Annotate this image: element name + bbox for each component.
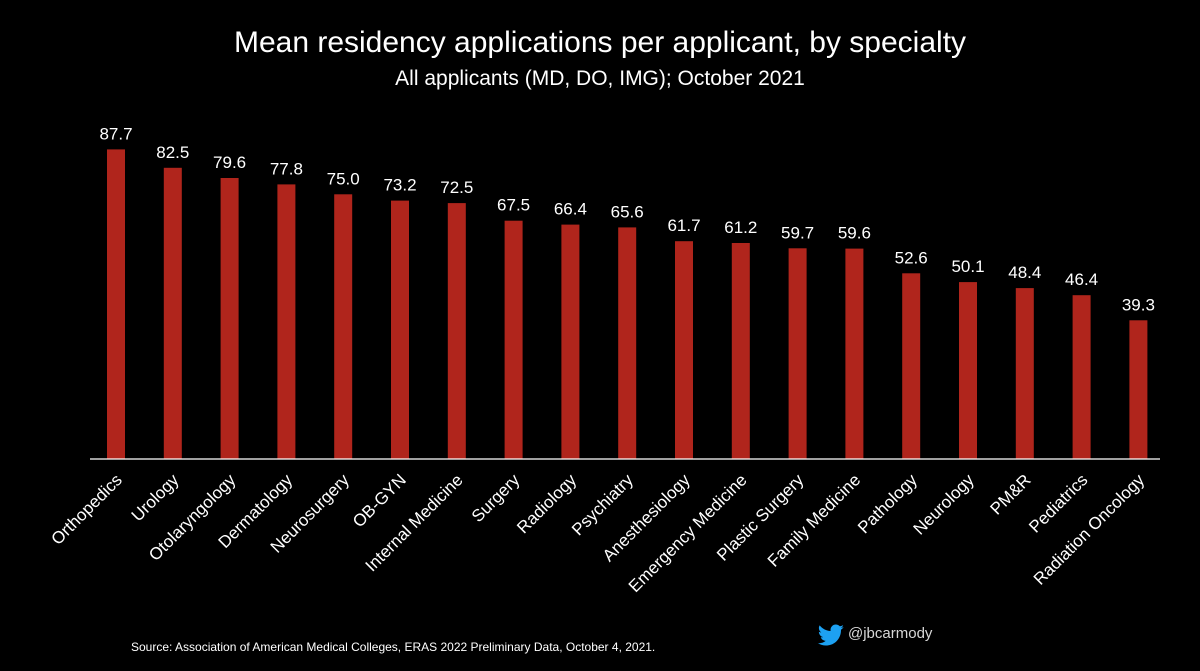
chart-title: Mean residency applications per applican…: [234, 26, 966, 59]
value-label-13: 59.6: [838, 224, 871, 243]
chart-subtitle: All applicants (MD, DO, IMG); October 20…: [395, 67, 805, 90]
value-label-7: 67.5: [497, 196, 530, 215]
value-label-11: 61.2: [724, 218, 757, 237]
bar-10: [675, 241, 693, 459]
twitter-handle[interactable]: @jbcarmody: [817, 624, 933, 646]
value-label-6: 72.5: [440, 178, 473, 197]
bar-4: [334, 194, 353, 460]
value-label-16: 48.4: [1008, 263, 1041, 282]
bar-14: [902, 273, 921, 459]
bar-11: [731, 243, 750, 459]
bar-series: [107, 149, 1148, 460]
value-label-3: 77.8: [270, 159, 303, 178]
value-label-10: 61.7: [667, 216, 700, 235]
value-label-1: 82.5: [156, 143, 189, 162]
bar-8: [561, 224, 580, 459]
bar-1: [163, 167, 182, 460]
value-label-4: 75.0: [327, 169, 360, 188]
bar-15: [959, 282, 977, 459]
bar-2: [220, 178, 239, 459]
bar-17: [1072, 295, 1091, 459]
value-label-9: 65.6: [611, 202, 644, 221]
twitter-handle-text: @jbcarmody: [848, 625, 933, 642]
bar-9: [618, 227, 637, 459]
value-label-12: 59.7: [781, 223, 814, 242]
bar-13: [845, 248, 864, 459]
bar-3: [277, 184, 296, 459]
bar-7: [504, 220, 523, 459]
twitter-bird-icon: [817, 624, 844, 646]
value-label-18: 39.3: [1122, 295, 1155, 314]
bar-5: [391, 200, 409, 459]
bar-0: [107, 149, 125, 459]
value-labels: 87.7 82.5 79.6 77.8 75.0 73.2 72.5 67.5 66.4 65.6…: [99, 124, 1154, 314]
value-label-0: 87.7: [99, 124, 132, 143]
value-label-2: 79.6: [213, 153, 246, 172]
value-label-14: 52.6: [895, 248, 928, 267]
value-label-17: 46.4: [1065, 270, 1098, 289]
bar-18: [1129, 320, 1148, 459]
value-label-5: 73.2: [383, 176, 416, 195]
source-note: Source: Association of American Medical …: [131, 640, 655, 654]
bar-16: [1015, 288, 1034, 459]
value-label-15: 50.1: [951, 257, 984, 276]
bar-6: [447, 203, 466, 459]
bar-12: [788, 248, 807, 459]
value-label-8: 66.4: [554, 200, 587, 219]
